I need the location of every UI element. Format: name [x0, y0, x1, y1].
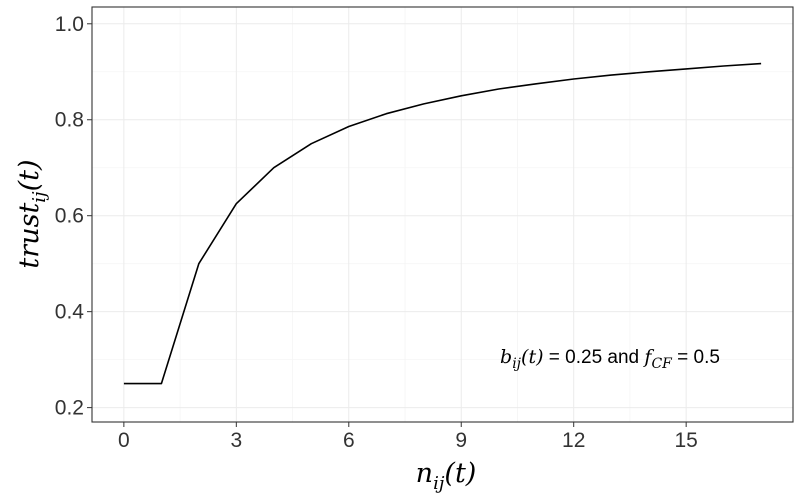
- x-tick-label: 3: [230, 429, 242, 452]
- y-tick-label: 0.8: [55, 109, 84, 132]
- series-line: [123, 62, 762, 385]
- panel-border: [91, 6, 794, 423]
- x-axis-title: nij(t): [416, 458, 477, 494]
- grid-minor-lines: [92, 7, 793, 422]
- x-tick-label: 12: [562, 429, 585, 452]
- x-axis-ticks: 0 3 6 9 12 15: [118, 422, 698, 452]
- x-tick-label: 15: [674, 429, 697, 452]
- grid-major-lines: [92, 7, 793, 422]
- y-tick-label: 0.6: [55, 205, 84, 228]
- x-tick-label: 9: [455, 429, 467, 452]
- parameter-annotation: bij(t) = 0.25 and fCF = 0.5: [500, 346, 720, 372]
- y-axis-title: trustij(t): [14, 159, 50, 268]
- series-layer: [123, 62, 762, 385]
- x-tick-label: 6: [343, 429, 355, 452]
- x-tick-label: 0: [118, 429, 130, 452]
- y-tick-label: 0.2: [55, 397, 84, 420]
- y-axis-ticks: 0.2 0.4 0.6 0.8 1.0: [55, 13, 92, 420]
- y-tick-label: 0.4: [55, 301, 85, 324]
- y-tick-label: 1.0: [55, 13, 84, 36]
